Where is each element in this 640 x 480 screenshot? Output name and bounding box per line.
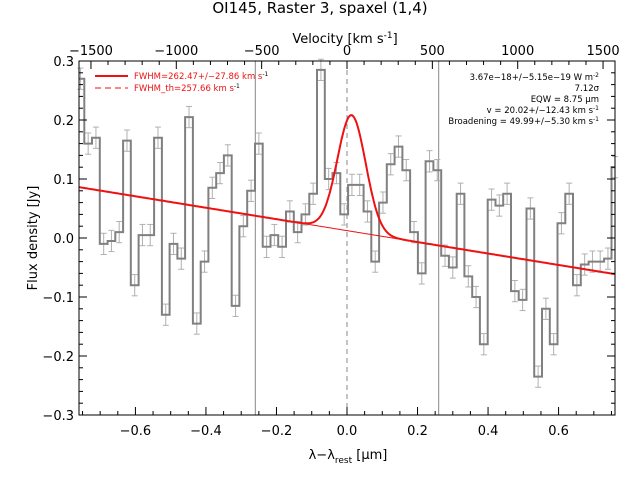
top-tick-label: −1500 — [69, 44, 113, 59]
annotation-snr: 7.12σ — [575, 84, 600, 94]
axis-ticks — [79, 60, 615, 416]
y-tick-label: 0.3 — [53, 55, 74, 70]
x-tick-label: 0.2 — [407, 424, 428, 439]
y-tick-label: 0.1 — [53, 173, 74, 188]
fit-annotations: 3.67e−18+/−5.15e−19 W m-2 7.12σ EQW = 8.… — [448, 72, 599, 127]
legend-label-0: FWHM=262.47+/−27.86 km s-1 — [134, 71, 269, 82]
gaussian-fit-line — [78, 114, 616, 276]
top-tick-label: 0 — [343, 44, 351, 59]
annotation-flux: 3.67e−18+/−5.15e−19 W m-2 — [470, 72, 600, 83]
y-axis-label: Flux density [Jy] — [26, 186, 41, 291]
y-tick-label: −0.3 — [42, 409, 74, 424]
annotation-eqw: EQW = 8.75 μm — [531, 95, 599, 105]
x-tick-label: 0.0 — [337, 424, 358, 439]
top-axis-label: Velocity [km s-1] — [292, 31, 397, 47]
top-tick-label: 1000 — [501, 44, 534, 59]
chart-title: OI145, Raster 3, spaxel (1,4) — [212, 0, 427, 17]
top-tick-label: 500 — [420, 44, 445, 59]
legend: FWHM=262.47+/−27.86 km s-1 FWHM_th=257.6… — [95, 71, 269, 94]
y-tick-label: −0.2 — [42, 350, 74, 365]
axis-tick-labels: −0.6 −0.4 −0.2 0.0 0.2 0.4 0.6 −1500 −1000 −500 0 5… — [42, 44, 619, 439]
x-axis-label: λ−λrest [μm] — [309, 448, 388, 466]
legend-label-1: FWHM_th=257.66 km s-1 — [134, 83, 240, 94]
x-tick-label: 0.4 — [478, 424, 499, 439]
y-tick-label: 0.2 — [53, 114, 74, 129]
x-tick-label: −0.4 — [190, 424, 222, 439]
y-tick-label: 0.0 — [53, 232, 74, 247]
y-tick-label: −0.1 — [42, 291, 74, 306]
x-tick-label: 0.6 — [548, 424, 569, 439]
x-tick-label: −0.6 — [120, 424, 152, 439]
top-tick-label: −500 — [244, 44, 280, 59]
spectrum-line — [79, 68, 615, 378]
x-tick-label: −0.2 — [261, 424, 293, 439]
annotation-broadening: Broadening = 49.99+/−5.30 km s-1 — [448, 116, 599, 127]
top-tick-label: −1000 — [154, 44, 198, 59]
top-tick-label: 1500 — [587, 44, 620, 59]
annotation-velocity: v = 20.02+/−12.43 km s-1 — [487, 105, 600, 116]
